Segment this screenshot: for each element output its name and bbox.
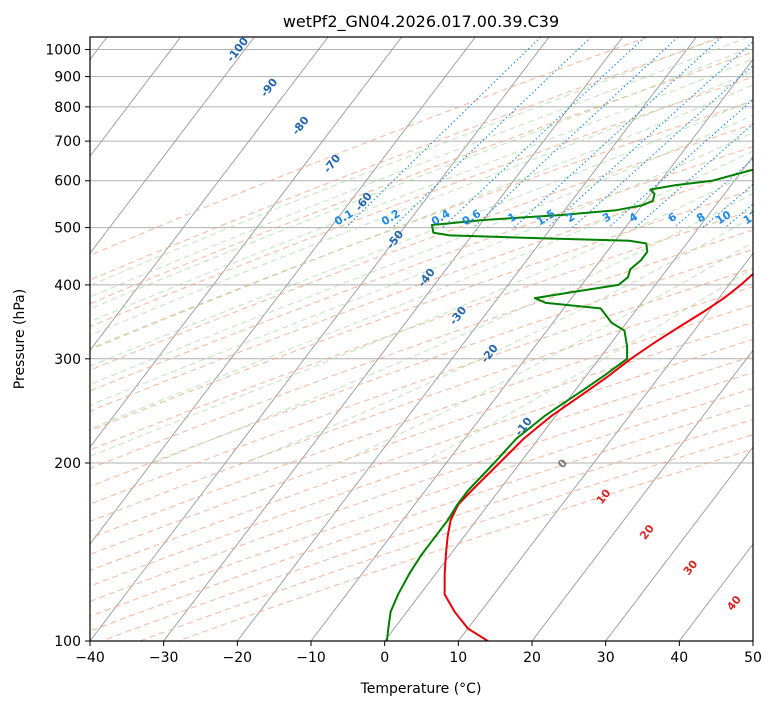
moist-adiabat-line (90, 98, 753, 367)
isotherm-line (531, 349, 753, 641)
moist-adiabat-line (90, 70, 753, 336)
x-tick-label: 40 (670, 650, 688, 666)
moist-adiabat-line (338, 241, 753, 464)
chart-title: wetPf2_GN04.2026.017.00.39.C39 (283, 12, 559, 32)
x-tick-label: −20 (223, 650, 253, 666)
moist-adiabat-line (90, 37, 720, 286)
moist-adiabat-line (153, 192, 753, 464)
dry-adiabat-line (90, 267, 753, 505)
x-tick-label: 10 (449, 650, 467, 666)
x-tick-label: −30 (149, 650, 179, 666)
x-tick-label: 20 (523, 650, 541, 666)
mixing-ratio-line (572, 64, 753, 229)
moist-adiabat-line (90, 150, 753, 430)
y-axis-label: Pressure (hPa) (12, 289, 28, 389)
y-tick-label: 600 (54, 174, 81, 190)
moist-adiabat-line (90, 84, 753, 351)
moist-adiabat-line (90, 37, 749, 298)
moist-adiabat-line (90, 114, 753, 386)
y-tick-label: 1000 (45, 43, 81, 59)
x-tick-label: 30 (597, 650, 615, 666)
moist-adiabat-line (421, 267, 753, 464)
dry-adiabat-line (90, 167, 753, 412)
dry-adiabat-line (90, 248, 753, 488)
y-tick-label: 400 (54, 278, 81, 294)
y-tick-label: 100 (54, 634, 81, 650)
y-tick-label: 300 (54, 352, 81, 368)
isotherm-line (90, 37, 255, 255)
dry-adiabat-line (90, 304, 753, 539)
y-tick-label: 700 (54, 134, 81, 150)
isotherm-line (90, 37, 403, 448)
dry-adiabat-line (90, 37, 723, 281)
dry-adiabat-line (90, 209, 753, 451)
dry-adiabat-line (90, 51, 753, 305)
dry-adiabat-line (90, 189, 753, 432)
x-axis-label: Temperature (°C) (360, 681, 482, 697)
moist-adiabat-line (90, 46, 753, 310)
mixing-ratio-line (392, 37, 592, 228)
isotherm-line (90, 37, 550, 641)
isotherm-line (236, 37, 697, 641)
isotherm-line (163, 37, 624, 641)
y-tick-label: 200 (54, 456, 81, 472)
isotherm-line (90, 37, 329, 351)
isotherm-line (90, 37, 182, 158)
x-tick-label: −40 (75, 650, 105, 666)
dry-adiabat-line (90, 76, 753, 328)
y-tick-label: 900 (54, 70, 81, 86)
mixing-ratio-line (473, 37, 679, 228)
dewpoint-line (385, 168, 753, 641)
dry-adiabat-line (90, 37, 648, 256)
y-tick-label: 500 (54, 221, 81, 237)
isotherm-line (90, 37, 476, 545)
isotherm-line (605, 446, 753, 641)
x-tick-label: −10 (296, 650, 326, 666)
dry-adiabat-line (90, 355, 753, 587)
isotherm-line (457, 252, 753, 641)
dry-adiabat-line (90, 321, 753, 555)
plot-frame (89, 36, 754, 642)
moist-adiabat-line (90, 58, 753, 323)
mixing-ratio-label: 13 (741, 208, 761, 227)
moist-adiabat-line (90, 170, 753, 458)
isotherm-line (384, 155, 753, 641)
mixing-ratio-line (547, 40, 753, 229)
y-tick-label: 800 (54, 100, 81, 116)
isotherm-line (310, 58, 753, 641)
x-tick-label: 50 (744, 650, 762, 666)
x-tick-label: 0 (380, 650, 389, 666)
